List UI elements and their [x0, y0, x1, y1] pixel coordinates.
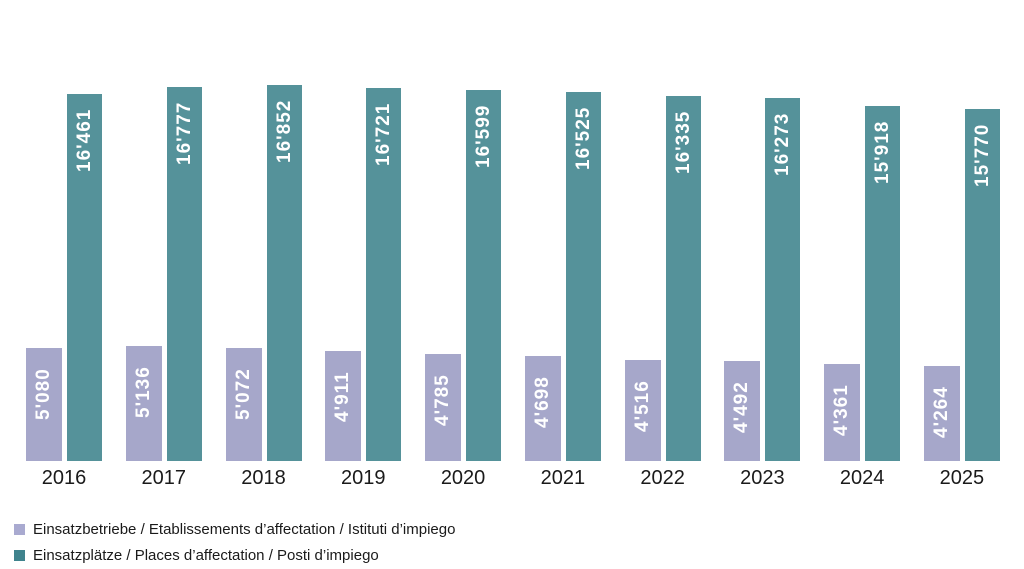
bar-einsatzbetriebe-2024: 4'361 — [824, 364, 861, 461]
bar-value-label-einsatzbetriebe-2023: 4'492 — [731, 381, 753, 433]
bar-einsatzbetriebe-2022: 4'516 — [624, 360, 661, 461]
bar-einsatzplaetze-2025: 15'770 — [964, 109, 1000, 461]
bar-einsatzbetriebe-2019: 4'911 — [325, 351, 362, 461]
bar-einsatzplaetze-2022: 16'335 — [665, 96, 701, 461]
bar-value-label-einsatzplaetze-2017: 16'777 — [173, 101, 195, 165]
bar-group-2021: 4'698 16'525 — [524, 92, 601, 461]
bar-einsatzbetriebe-2023: 4'492 — [724, 361, 761, 461]
bar-value-label-einsatzbetriebe-2019: 4'911 — [332, 371, 354, 423]
bar-group-2025: 4'264 15'770 — [923, 109, 1000, 461]
x-axis-label-2020: 2020 — [440, 467, 486, 489]
x-axis-label-2018: 2018 — [241, 467, 286, 489]
bar-group-2019: 4'911 16'721 — [325, 88, 402, 461]
bar-einsatzplaetze-2024: 15'918 — [865, 106, 901, 461]
bar-value-label-einsatzbetriebe-2018: 5'072 — [232, 368, 254, 420]
year-axis: 2016 2017 2018 2019 2020 2021 2022 2023 2024 2025 — [0, 468, 1024, 488]
bar-value-label-einsatzbetriebe-2022: 4'516 — [631, 380, 653, 432]
x-axis-label-2022: 2022 — [640, 467, 685, 489]
bar-einsatzbetriebe-2016: 5'080 — [26, 348, 62, 461]
legend-item-einsatzplaetze: Einsatzplätze / Places d’affectation / P… — [14, 542, 1024, 568]
legend-label-einsatzplaetze: Einsatzplätze / Places d’affectation / P… — [33, 546, 379, 564]
x-axis-label-2017: 2017 — [141, 467, 187, 489]
bar-group-2016: 5'080 16'461 — [26, 94, 102, 461]
legend-swatch-einsatzbetriebe-icon — [14, 523, 25, 535]
bar-einsatzplaetze-2017: 16'777 — [166, 87, 202, 461]
legend: Einsatzbetriebe / Etablissements d’affec… — [0, 516, 1024, 568]
bar-einsatzbetriebe-2025: 4'264 — [923, 366, 960, 461]
bar-einsatzbetriebe-2020: 4'785 — [425, 354, 462, 461]
bar-value-label-einsatzplaetze-2024: 15'918 — [872, 120, 894, 184]
x-axis-label-2021: 2021 — [540, 467, 586, 489]
bar-value-label-einsatzplaetze-2016: 16'461 — [74, 108, 95, 172]
bar-value-label-einsatzbetriebe-2024: 4'361 — [831, 384, 853, 436]
bar-value-label-einsatzplaetze-2020: 16'599 — [473, 104, 495, 168]
x-axis-label-2019: 2019 — [341, 467, 386, 489]
bar-group-2020: 4'785 16'599 — [425, 90, 502, 461]
plot-area: 5'080 16'461 5'136 16'777 5'072 16'852 4'911 16… — [26, 85, 1000, 461]
x-axis-label-2024: 2024 — [839, 467, 885, 489]
bar-value-label-einsatzbetriebe-2021: 4'698 — [531, 376, 553, 428]
x-axis-label-2025: 2025 — [939, 467, 985, 489]
bar-group-2023: 4'492 16'273 — [724, 98, 801, 461]
bar-einsatzplaetze-2020: 16'599 — [466, 90, 502, 461]
legend-label-einsatzbetriebe: Einsatzbetriebe / Etablissements d’affec… — [33, 520, 456, 538]
bar-einsatzplaetze-2019: 16'721 — [366, 88, 402, 461]
bar-value-label-einsatzplaetze-2018: 16'852 — [273, 99, 295, 163]
bar-einsatzbetriebe-2021: 4'698 — [524, 356, 561, 461]
bar-value-label-einsatzplaetze-2023: 16'273 — [772, 112, 794, 176]
bar-value-label-einsatzplaetze-2022: 16'335 — [672, 110, 694, 174]
bar-value-label-einsatzplaetze-2025: 15'770 — [971, 123, 993, 187]
bar-einsatzbetriebe-2018: 5'072 — [225, 348, 262, 461]
bar-value-label-einsatzbetriebe-2020: 4'785 — [432, 374, 454, 426]
bar-einsatzplaetze-2023: 16'273 — [765, 98, 801, 461]
bar-einsatzbetriebe-2017: 5'136 — [125, 346, 162, 461]
bar-einsatzplaetze-2016: 16'461 — [67, 94, 102, 461]
x-axis-label-2016: 2016 — [41, 467, 87, 489]
bar-value-label-einsatzbetriebe-2025: 4'264 — [930, 386, 952, 438]
bar-value-label-einsatzbetriebe-2016: 5'080 — [33, 368, 54, 420]
bar-group-2024: 4'361 15'918 — [824, 106, 901, 461]
bar-value-label-einsatzbetriebe-2017: 5'136 — [132, 366, 154, 418]
bar-group-2018: 5'072 16'852 — [225, 85, 302, 461]
bar-group-2017: 5'136 16'777 — [125, 87, 202, 461]
bar-einsatzplaetze-2018: 16'852 — [266, 85, 302, 461]
x-axis-label-2023: 2023 — [740, 467, 785, 489]
bar-einsatzplaetze-2021: 16'525 — [565, 92, 601, 461]
bar-group-2022: 4'516 16'335 — [624, 96, 701, 461]
bar-value-label-einsatzplaetze-2019: 16'721 — [373, 102, 395, 166]
legend-swatch-einsatzplaetze-icon — [14, 549, 25, 561]
legend-item-einsatzbetriebe: Einsatzbetriebe / Etablissements d’affec… — [14, 516, 1024, 542]
bar-value-label-einsatzplaetze-2021: 16'525 — [572, 106, 594, 170]
